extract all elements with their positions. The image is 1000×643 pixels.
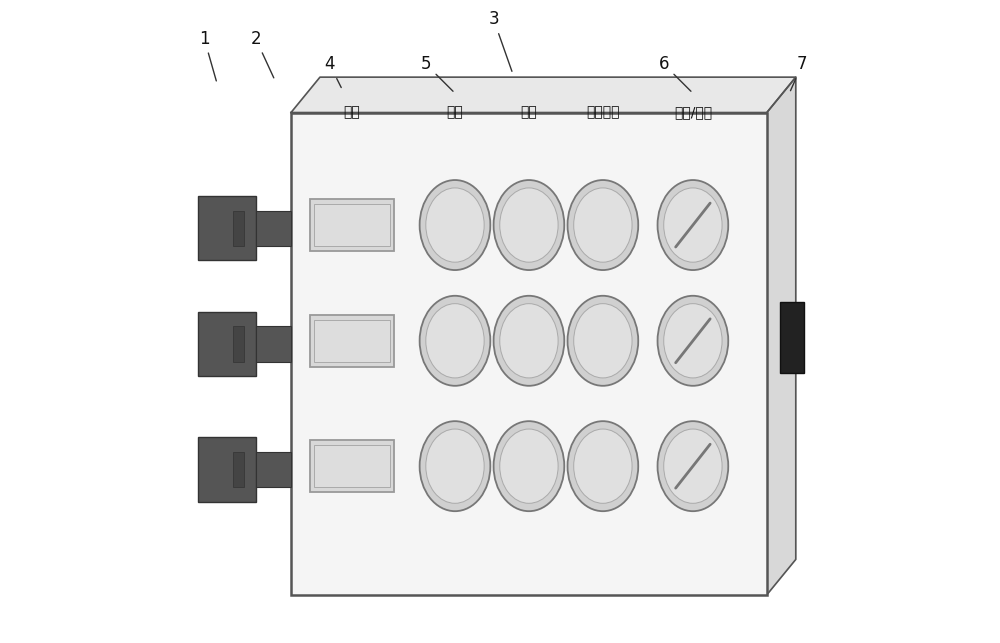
- Text: 远方/就地: 远方/就地: [674, 105, 712, 120]
- Ellipse shape: [664, 303, 722, 378]
- Bar: [310, 199, 394, 251]
- Ellipse shape: [426, 188, 484, 262]
- Bar: [314, 445, 390, 487]
- Ellipse shape: [658, 296, 728, 386]
- Ellipse shape: [500, 188, 558, 262]
- Bar: [314, 320, 390, 362]
- Text: 紧急停止: 紧急停止: [586, 105, 620, 120]
- Ellipse shape: [568, 180, 638, 270]
- Polygon shape: [767, 77, 796, 595]
- Text: 6: 6: [659, 55, 691, 91]
- Text: 4: 4: [324, 55, 341, 87]
- Ellipse shape: [574, 303, 632, 378]
- Polygon shape: [291, 77, 796, 113]
- Bar: [310, 315, 394, 367]
- Bar: [233, 211, 244, 246]
- Text: 合闸: 合闸: [447, 105, 463, 120]
- Ellipse shape: [568, 421, 638, 511]
- Bar: [780, 302, 804, 373]
- Bar: [314, 204, 390, 246]
- Text: 7: 7: [790, 55, 807, 91]
- Text: 五防: 五防: [344, 105, 360, 120]
- Ellipse shape: [426, 429, 484, 503]
- Ellipse shape: [500, 429, 558, 503]
- Bar: [198, 196, 256, 260]
- Ellipse shape: [574, 188, 632, 262]
- Bar: [233, 451, 244, 487]
- Text: 3: 3: [488, 10, 512, 71]
- Bar: [198, 312, 256, 376]
- Ellipse shape: [420, 421, 490, 511]
- Bar: [256, 451, 291, 487]
- Bar: [310, 440, 394, 492]
- Bar: [233, 327, 244, 361]
- Ellipse shape: [500, 303, 558, 378]
- Bar: [256, 327, 291, 361]
- Ellipse shape: [658, 421, 728, 511]
- Bar: [256, 211, 291, 246]
- Text: 5: 5: [421, 55, 453, 91]
- Ellipse shape: [494, 421, 564, 511]
- Text: 分闸: 分闸: [521, 105, 537, 120]
- Ellipse shape: [420, 296, 490, 386]
- Ellipse shape: [574, 429, 632, 503]
- Ellipse shape: [658, 180, 728, 270]
- Text: 2: 2: [250, 30, 274, 78]
- Ellipse shape: [568, 296, 638, 386]
- Ellipse shape: [664, 429, 722, 503]
- Bar: [198, 437, 256, 502]
- Ellipse shape: [420, 180, 490, 270]
- Ellipse shape: [664, 188, 722, 262]
- Ellipse shape: [494, 296, 564, 386]
- Ellipse shape: [494, 180, 564, 270]
- Ellipse shape: [426, 303, 484, 378]
- Bar: [291, 113, 767, 595]
- Text: 1: 1: [199, 30, 216, 81]
